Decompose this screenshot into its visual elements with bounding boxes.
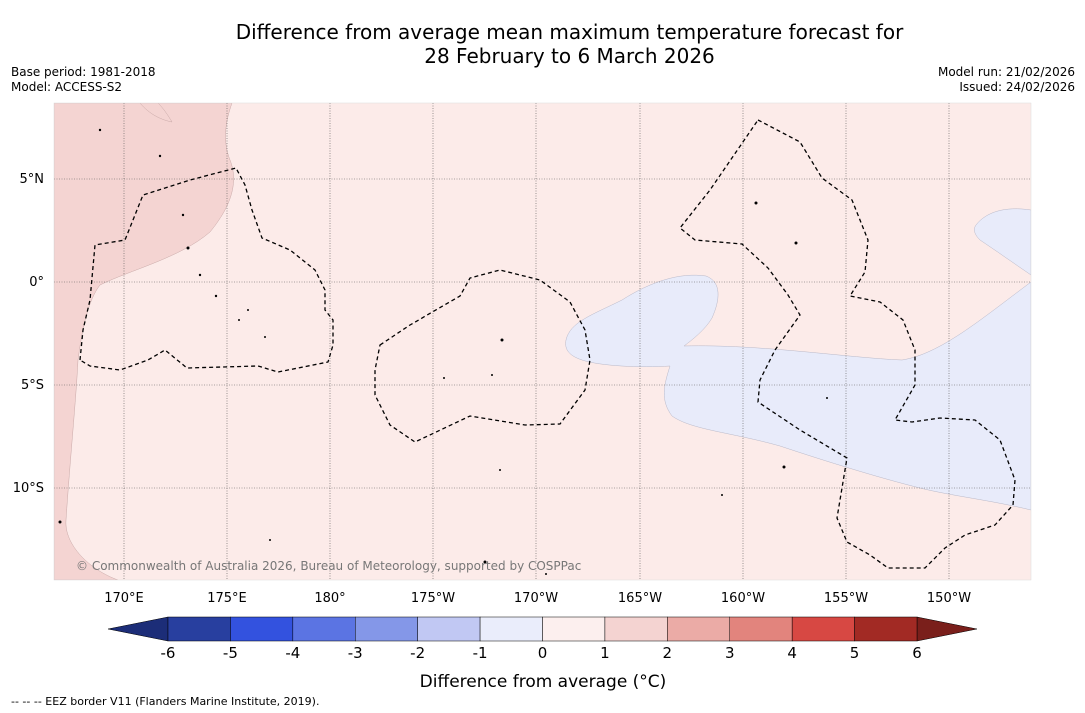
lon-label: 175°W <box>411 591 455 606</box>
colorbar-swatch <box>167 616 231 642</box>
colorbar-tick-label: 5 <box>850 644 860 662</box>
colorbar-swatch <box>729 616 793 642</box>
colorbar-swatch <box>604 616 668 642</box>
colorbar-tick-label: -4 <box>285 644 300 662</box>
colorbar-swatch <box>355 616 418 642</box>
lon-label: 175°E <box>207 591 247 606</box>
lat-label: 5°S <box>21 378 44 393</box>
colorbar-label: Difference from average (°C) <box>420 672 667 692</box>
colorbar-tick-label: 1 <box>600 644 610 662</box>
lat-label: 5°N <box>20 172 45 187</box>
colorbar-tick-label: -1 <box>473 644 488 662</box>
colorbar-tick-label: 4 <box>787 644 797 662</box>
colorbar-swatch <box>479 616 543 642</box>
eez-borders <box>79 119 1016 569</box>
warm-anomaly-region <box>54 103 234 580</box>
island <box>247 309 249 311</box>
eez-border-phoenix <box>374 269 591 443</box>
colorbar-swatch <box>417 616 481 642</box>
lat-label: 0° <box>29 275 44 290</box>
colorbar-swatch <box>854 616 918 642</box>
title-line-1: Difference from average mean maximum tem… <box>235 20 904 44</box>
island <box>58 520 62 524</box>
lat-label: 10°S <box>13 481 44 496</box>
eez-border-line-islands <box>679 119 1016 569</box>
copyright-text: © Commonwealth of Australia 2026, Bureau… <box>76 559 581 573</box>
meta-right: Model run: 21/02/2026 Issued: 24/02/2026 <box>938 65 1075 95</box>
island <box>214 294 218 298</box>
map-panel: © Commonwealth of Australia 2026, Bureau… <box>54 103 1031 580</box>
island <box>499 469 501 471</box>
island <box>500 338 504 342</box>
colorbar-tick-label: -2 <box>410 644 425 662</box>
islands <box>58 128 828 575</box>
colorbar-tick-label: -6 <box>161 644 176 662</box>
lon-label: 180° <box>314 591 345 606</box>
graticule <box>54 103 1031 580</box>
colorbar-tick-label: 6 <box>912 644 922 662</box>
lon-label: 150°W <box>927 591 971 606</box>
island <box>181 213 185 217</box>
colorbar-swatches <box>167 616 918 642</box>
page-title: Difference from average mean maximum tem… <box>0 20 1085 68</box>
colorbar-swatch <box>292 616 356 642</box>
colorbar-swatch <box>542 616 606 642</box>
island <box>186 246 190 250</box>
eez-legend-note: -- -- -- EEZ border V11 (Flanders Marine… <box>11 695 320 708</box>
island <box>721 494 723 496</box>
island <box>545 573 547 575</box>
island <box>269 539 271 541</box>
island <box>198 273 202 277</box>
island <box>754 201 758 205</box>
colorbar-swatch <box>667 616 730 642</box>
colorbar-tick-label: 2 <box>663 644 673 662</box>
colorbar-swatch <box>230 616 294 642</box>
issued-date: Issued: 24/02/2026 <box>959 80 1075 94</box>
island <box>782 465 786 469</box>
colorbar-over-arrow <box>916 616 978 642</box>
colorbar-tick-label: 3 <box>725 644 735 662</box>
latitude-labels: 5°N 0° 5°S 10°S <box>13 172 44 496</box>
colorbar-tick-label: -3 <box>348 644 363 662</box>
island <box>491 374 493 376</box>
island <box>794 241 798 245</box>
model-name: Model: ACCESS-S2 <box>11 80 123 94</box>
lon-label: 165°W <box>618 591 662 606</box>
lon-label: 170°E <box>104 591 144 606</box>
lon-label: 170°W <box>514 591 558 606</box>
colorbar: -6 -5 -4 -3 -2 -1 0 1 2 3 4 5 6 Difference from aver… <box>107 616 978 692</box>
eez-border-kiribati-gilberts <box>79 167 334 373</box>
colorbar-swatch <box>791 616 855 642</box>
model-run: Model run: 21/02/2026 <box>937 65 1075 79</box>
colorbar-under-arrow <box>107 616 169 642</box>
island <box>443 377 445 379</box>
colorbar-ticks: -6 -5 -4 -3 -2 -1 0 1 2 3 4 5 6 <box>161 644 922 662</box>
lon-label: 155°W <box>824 591 868 606</box>
longitude-labels: 170°E 175°E 180° 175°W 170°W 165°W 160°W… <box>104 591 971 606</box>
island <box>158 154 162 158</box>
island <box>98 128 102 132</box>
lon-label: 160°W <box>721 591 765 606</box>
island <box>826 397 828 399</box>
cool-anomaly-patch <box>974 208 1031 276</box>
title-line-2: 28 February to 6 March 2026 <box>424 44 715 68</box>
base-period: Base period: 1981-2018 <box>11 65 156 79</box>
island <box>238 319 240 321</box>
map-frame <box>53 102 1032 581</box>
island <box>483 560 487 564</box>
colorbar-tick-label: -5 <box>223 644 238 662</box>
meta-left: Base period: 1981-2018 Model: ACCESS-S2 <box>11 65 156 95</box>
island <box>264 336 266 338</box>
warm-anomaly-patch <box>139 103 173 123</box>
colorbar-tick-label: 0 <box>538 644 548 662</box>
